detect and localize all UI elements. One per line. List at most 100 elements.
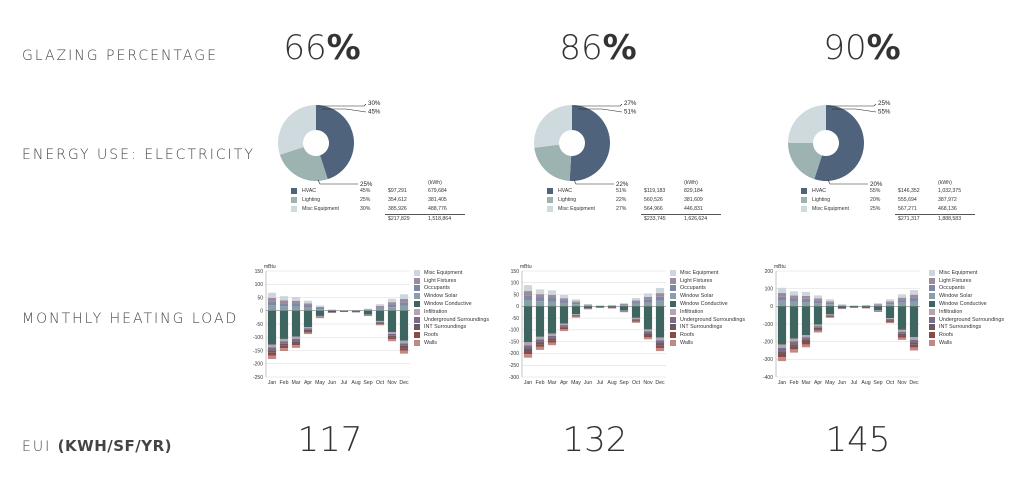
y-tick-label: -50 [512,316,519,322]
bar-segment-negative [655,306,665,338]
bar-segment-positive [873,303,883,305]
x-tick-label: Feb [536,380,545,386]
bar-segment-positive [375,304,385,306]
legend-item: Underground Surroundings [670,316,745,324]
legend-swatch [670,308,676,315]
x-tick-label: Jun [584,380,592,386]
energy-row-hvac-2: HVAC 51% $119,183 829,184 [547,187,721,196]
bar-segment-positive [571,301,581,303]
bar-segment-negative [523,348,533,352]
pie-label-hvac: 45% [368,109,381,116]
bar-segment-negative [535,336,545,340]
legend-item: Infiltration [929,308,1004,316]
row-label-eui: EUI (KWH/SF/YR) [22,437,172,455]
bar-segment-positive [583,305,593,306]
legend-label: Window Solar [680,293,714,300]
bar-segment-negative [327,310,337,313]
axis-unit-label: mBtu [264,264,276,270]
bar-segment-negative [909,342,919,345]
bar-segment-negative [631,306,641,318]
bar-segment-positive [523,295,533,300]
energy-total-1: $217,829 1,518,864 [291,214,465,224]
legend-swatch [670,285,676,292]
bar-segment-positive [643,293,653,298]
swatch-lighting [547,196,553,203]
x-tick-label: Mar [802,380,811,386]
bar-segment-negative [655,340,665,344]
bar-segment-negative [559,323,569,326]
bar-segment-negative [291,341,301,344]
bar-segment-positive [363,310,373,311]
bar-segment-negative [789,346,799,350]
bar-segment-negative [523,351,533,355]
x-tick-label: Aug [351,380,360,386]
bar-segment-negative [399,348,409,351]
legend-item: Roofs [670,331,745,339]
legend-swatch [414,277,420,284]
y-tick-label: 150 [511,269,520,275]
legend-item: INT Surroundings [929,324,1004,332]
legend-item: Underground Surroundings [929,316,1004,324]
bar-segment-positive [873,304,883,306]
bar-segment-negative [825,316,835,318]
bar-segment-positive [267,292,277,298]
bar-segment-negative [825,317,835,318]
legend-swatch [414,324,420,331]
axis-unit-label: mBtu [774,264,786,270]
bar-segment-negative [547,335,557,339]
bar-segment-negative [813,324,823,327]
y-tick-label: -200 [763,339,773,345]
bar-segment-negative [375,322,385,324]
glazing-value-1: 66% [283,28,360,68]
bar-segment-negative [559,327,569,330]
bar-segment-negative [801,337,811,340]
legend-label: Occupants [939,285,965,292]
legend-swatch [670,316,676,323]
x-tick-label: Feb [790,380,799,386]
legend-item: Occupants [670,285,745,293]
bar-segment-negative [897,333,907,336]
legend-item: Window Solar [414,292,489,300]
bar-segment-positive [897,297,907,301]
bar-segment-positive [387,298,397,303]
legend-swatch [414,316,420,323]
bar-segment-positive [291,303,301,307]
bar-segment-positive [291,300,301,304]
legend-item: Occupants [414,285,489,293]
bar-segment-negative [399,350,409,354]
x-tick-label: Nov [643,380,653,386]
legend-swatch [414,340,420,347]
pie-label-lighting: 22% [616,181,629,188]
pie-slice-misc [788,105,826,143]
legend-item: Walls [929,339,1004,347]
bar-segment-negative [789,341,799,345]
heating-legend-2: Misc Equipment Light Fixtures Occupants Win… [670,269,745,347]
legend-label: Infiltration [939,308,963,315]
heating-legend-3: Misc Equipment Light Fixtures Occupants Win… [929,269,1004,347]
pie-slice-misc [278,105,316,155]
legend-item: Misc Equipment [414,269,489,277]
bar-segment-positive [813,300,823,304]
pie-slice-lighting [534,144,572,181]
legend-swatch [670,269,676,276]
bar-segment-negative [535,342,545,345]
glazing-value-2: 86% [559,28,636,68]
bar-segment-negative [825,306,835,315]
legend-swatch [929,308,935,315]
bar-segment-negative [643,337,653,340]
bar-segment-positive [777,300,787,307]
bar-segment-positive [535,294,545,298]
bar-segment-positive [535,301,545,307]
glazing-number-3: 90 [823,28,867,68]
swatch-misc [291,205,297,212]
bar-segment-negative [387,333,397,336]
bar-segment-negative [897,306,907,330]
bar-segment-positive [559,302,569,307]
legend-label: INT Surroundings [424,324,467,331]
eui-value-2: 132 [562,420,628,460]
pie-leader-misc [574,103,623,107]
bar-segment-negative [303,310,313,328]
pie-leader-misc [318,103,367,107]
legend-item: Underground Surroundings [414,316,489,324]
bar-segment-negative [909,339,919,343]
